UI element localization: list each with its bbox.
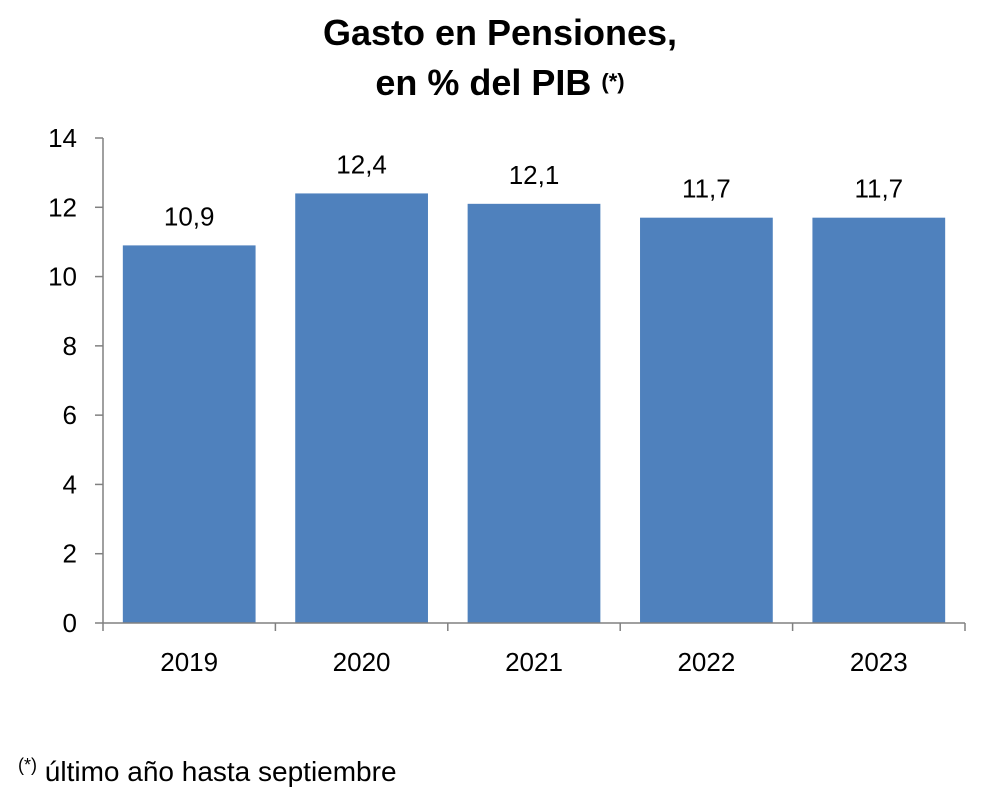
x-tick-label-2019: 2019 (160, 647, 218, 677)
x-axis-ticks: 2019 2020 2021 2022 2023 (102, 623, 966, 677)
bar-2021 (467, 203, 601, 624)
chart-title-line-1: Gasto en Pensiones, (322, 12, 678, 53)
bars: 10,9 12,4 12,1 11,7 11,7 (122, 149, 946, 624)
y-tick-label: 12 (48, 192, 77, 222)
chart-title-marker: (*) (601, 69, 625, 94)
data-label-2023: 11,7 (854, 174, 903, 204)
y-axis-ticks: 0 2 4 6 8 10 12 14 (48, 123, 103, 638)
bar-chart: 0 2 4 6 8 10 12 14 10,9 12,4 12,1 11,7 11,7 2019 202… (48, 123, 966, 677)
x-tick-label-2022: 2022 (677, 647, 735, 677)
chart-title-line-2-text: en % del PIB (375, 62, 592, 103)
y-tick-label: 2 (63, 539, 77, 569)
chart-title-line-2: en % del PIB (*) (0, 58, 1000, 113)
y-tick-label: 8 (63, 331, 77, 361)
chart-title: Gasto en Pensiones, en % del PIB (*) (0, 8, 1000, 113)
x-tick-label-2021: 2021 (505, 647, 563, 677)
bar-2022 (640, 217, 773, 623)
bar-2020 (295, 193, 428, 623)
y-tick-label: 14 (48, 123, 77, 153)
y-tick-label: 10 (48, 262, 77, 292)
footnote-text: último año hasta septiembre (37, 756, 397, 787)
data-label-2021: 12,1 (509, 160, 560, 190)
footnote-marker: (*) (18, 755, 37, 775)
footnote: (*) último año hasta septiembre (18, 752, 397, 795)
x-tick-label-2023: 2023 (850, 647, 908, 677)
x-tick-label-2020: 2020 (333, 647, 391, 677)
bar-2023 (812, 217, 946, 623)
bar-2019 (122, 245, 256, 623)
y-tick-label: 6 (63, 400, 77, 430)
data-label-2020: 12,4 (336, 149, 387, 179)
y-tick-label: 0 (63, 608, 77, 638)
y-tick-label: 4 (63, 469, 77, 499)
data-label-2022: 11,7 (682, 174, 731, 204)
data-label-2019: 10,9 (164, 201, 215, 231)
